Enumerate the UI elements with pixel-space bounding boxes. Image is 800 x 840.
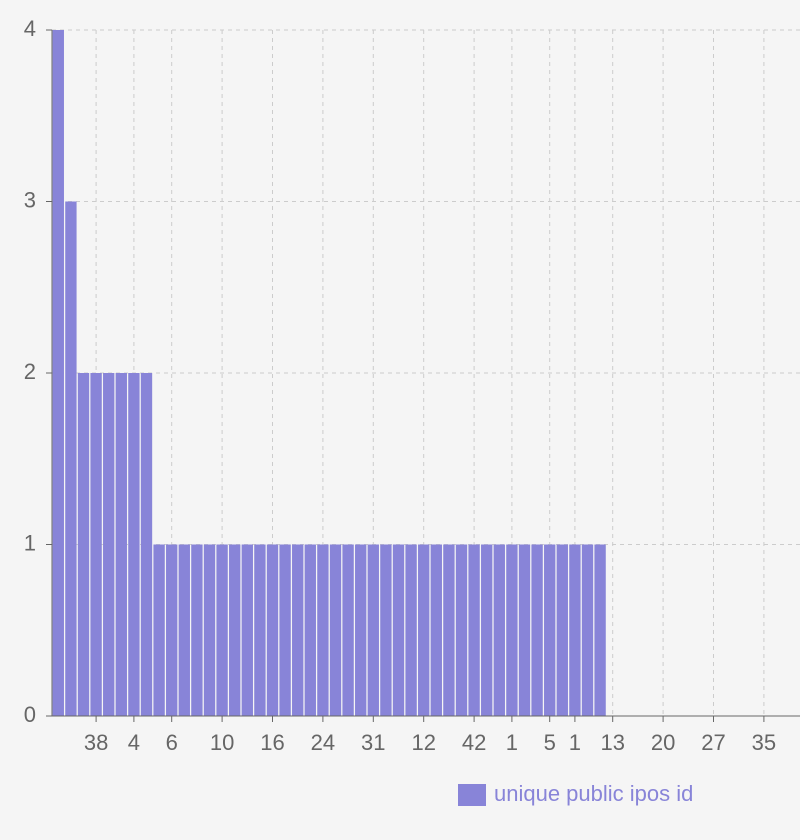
bar xyxy=(481,544,493,716)
bar xyxy=(216,544,228,716)
y-tick-label: 4 xyxy=(24,16,36,41)
legend-label: unique public ipos id xyxy=(494,781,693,806)
bar xyxy=(493,544,505,716)
bar xyxy=(266,544,279,716)
bar xyxy=(191,544,203,716)
x-tick-label: 13 xyxy=(600,730,624,755)
x-tick-label: 24 xyxy=(311,730,335,755)
bar xyxy=(52,30,64,716)
y-tick-label: 0 xyxy=(24,702,36,727)
bar xyxy=(77,373,90,716)
x-tick-label: 20 xyxy=(651,730,675,755)
bar xyxy=(178,544,190,716)
bar xyxy=(380,544,392,716)
bar xyxy=(140,373,153,716)
bar xyxy=(65,201,77,716)
y-tick-label: 3 xyxy=(24,187,36,212)
bar xyxy=(506,544,518,716)
x-tick-label: 6 xyxy=(166,730,178,755)
x-tick-label: 1 xyxy=(569,730,581,755)
bar xyxy=(367,544,379,716)
bar xyxy=(241,544,253,716)
bar xyxy=(430,544,442,716)
bar xyxy=(455,544,468,716)
bar xyxy=(128,373,140,716)
bar xyxy=(279,544,291,716)
bar xyxy=(153,544,165,716)
bar xyxy=(544,544,556,716)
bar xyxy=(569,544,581,716)
bar xyxy=(329,544,342,716)
x-tick-label: 31 xyxy=(361,730,385,755)
bar xyxy=(556,544,568,716)
x-tick-label: 4 xyxy=(128,730,140,755)
y-tick-label: 2 xyxy=(24,359,36,384)
bar xyxy=(355,544,367,716)
bar xyxy=(531,544,543,716)
y-tick-label: 1 xyxy=(24,530,36,555)
bar xyxy=(254,544,266,716)
bar xyxy=(292,544,304,716)
bar xyxy=(518,544,531,716)
x-tick-label: 16 xyxy=(260,730,284,755)
bar xyxy=(392,544,405,716)
x-tick-label: 5 xyxy=(544,730,556,755)
bar xyxy=(103,373,115,716)
x-tick-label: 10 xyxy=(210,730,234,755)
bar xyxy=(115,373,127,716)
bar xyxy=(229,544,241,716)
bar xyxy=(166,544,178,716)
bar xyxy=(418,544,430,716)
x-tick-label: 1 xyxy=(506,730,518,755)
bar xyxy=(468,544,480,716)
x-tick-label: 12 xyxy=(411,730,435,755)
bar xyxy=(317,544,329,716)
x-tick-label: 42 xyxy=(462,730,486,755)
bar xyxy=(405,544,417,716)
x-tick-label: 38 xyxy=(84,730,108,755)
bar xyxy=(581,544,594,716)
bar xyxy=(203,544,216,716)
bar xyxy=(594,544,606,716)
bar xyxy=(304,544,316,716)
bar xyxy=(342,544,354,716)
x-tick-label: 35 xyxy=(752,730,776,755)
bar xyxy=(90,373,102,716)
x-tick-label: 27 xyxy=(701,730,725,755)
bar xyxy=(443,544,455,716)
legend-swatch xyxy=(458,784,486,806)
